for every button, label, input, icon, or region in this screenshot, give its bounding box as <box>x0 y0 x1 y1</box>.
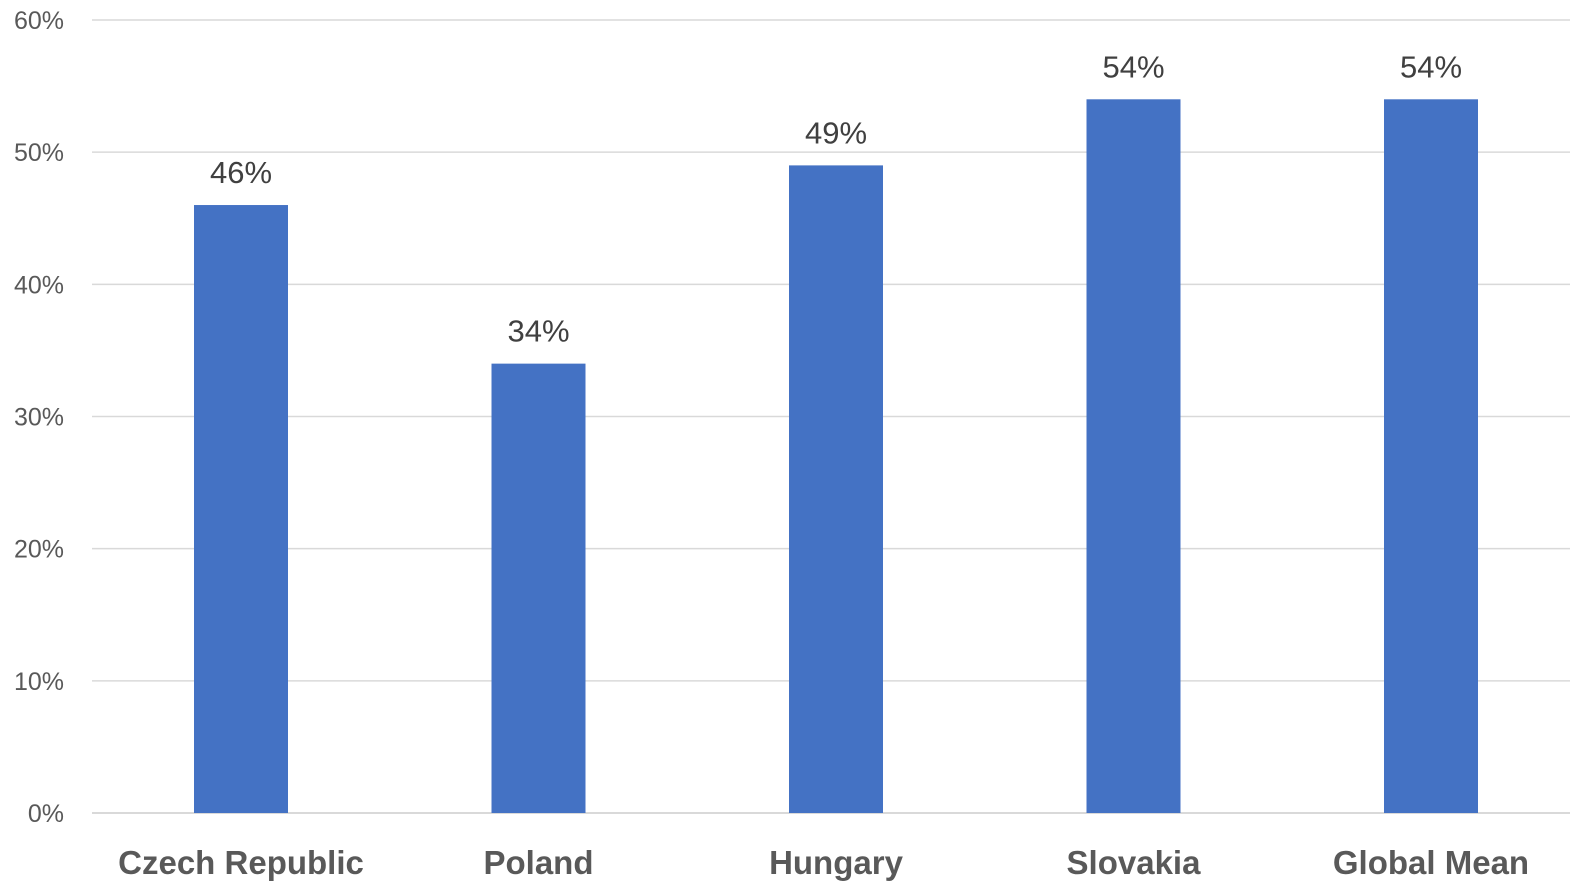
x-tick-label: Czech Republic <box>118 844 364 881</box>
bar <box>1086 99 1181 814</box>
bar <box>1384 99 1478 814</box>
x-tick-label: Hungary <box>769 844 904 881</box>
x-tick-label: Slovakia <box>1067 844 1202 881</box>
y-axis-ticks: 0% 10% 20% 30% 40% 50% 60% <box>14 7 64 828</box>
data-label: 54% <box>1102 49 1164 84</box>
bars <box>194 99 1478 814</box>
y-tick-label: 40% <box>14 271 64 299</box>
bar <box>789 165 883 814</box>
y-tick-label: 30% <box>14 404 64 432</box>
bar <box>194 205 288 814</box>
x-tick-label: Global Mean <box>1333 844 1529 881</box>
bar <box>491 363 586 813</box>
data-label: 34% <box>507 314 569 349</box>
x-axis-ticks: Czech Republic Poland Hungary Slovakia Globa… <box>118 844 1529 881</box>
data-label: 49% <box>805 115 867 150</box>
y-tick-label: 0% <box>28 800 64 828</box>
x-tick-label: Poland <box>483 844 593 881</box>
data-labels: 46% 34% 49% 54% 54% <box>210 49 1462 348</box>
data-label: 46% <box>210 155 272 190</box>
y-tick-label: 20% <box>14 536 64 564</box>
y-tick-label: 10% <box>14 668 64 696</box>
y-tick-label: 60% <box>14 7 64 35</box>
y-tick-label: 50% <box>14 139 64 167</box>
data-label: 54% <box>1400 49 1462 84</box>
